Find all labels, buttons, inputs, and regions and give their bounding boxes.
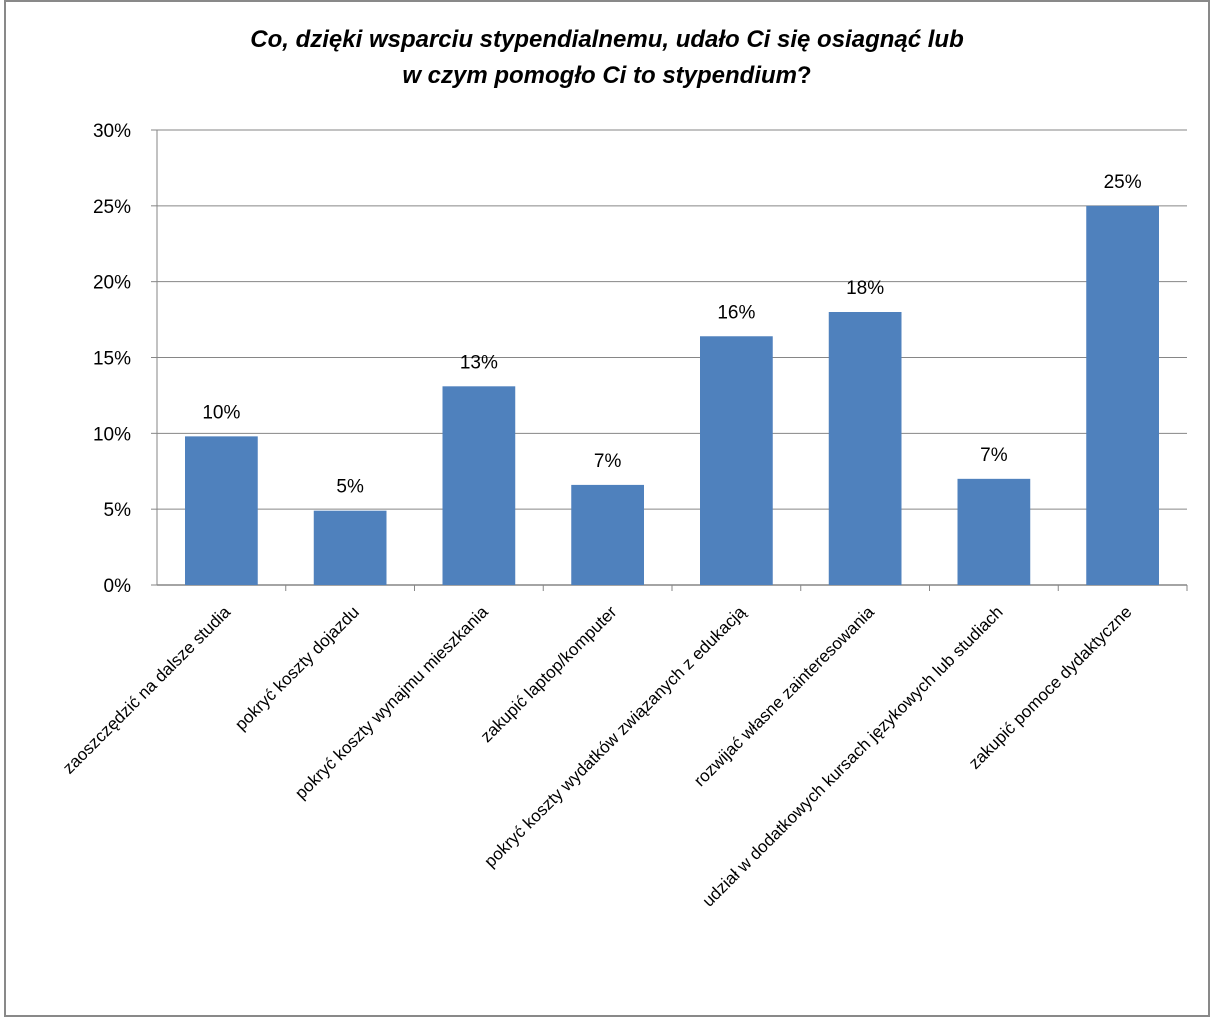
bar	[442, 386, 516, 585]
y-tick-label: 25%	[93, 197, 131, 218]
chart-title-line2: w czym pomogło Ci to stypendium?	[0, 58, 1214, 94]
x-tick-label: pokryć koszty wydatków związanych z eduk…	[481, 602, 750, 871]
y-axis-ticks: 0% 5% 10% 15% 20% 25% 30%	[93, 121, 131, 597]
chart-title: Co, dzięki wsparciu stypendialnemu, udał…	[0, 22, 1214, 94]
x-tick-label: zakupić laptop/komputer	[477, 602, 621, 746]
gridlines	[151, 129, 1188, 591]
bar	[571, 484, 644, 585]
data-label: 7%	[980, 445, 1008, 466]
data-label: 18%	[846, 278, 884, 299]
data-label: 7%	[594, 451, 622, 472]
bar	[957, 478, 1031, 585]
bar	[1086, 205, 1159, 586]
bar	[185, 436, 258, 585]
chart-title-line2-italic: w czym pomogło Ci to stypendium	[402, 62, 797, 89]
data-label: 5%	[336, 477, 364, 498]
data-label: 10%	[202, 402, 240, 423]
y-tick-label: 15%	[93, 349, 131, 370]
x-tick-label: udział w dodatkowych kursach językowych …	[699, 602, 1007, 910]
y-tick-label: 5%	[104, 500, 132, 521]
bar	[828, 312, 902, 585]
bar	[313, 510, 387, 585]
x-tick-label: zaoszczędzić na dalsze studia	[59, 602, 235, 778]
data-label: 16%	[717, 302, 755, 323]
data-label: 13%	[460, 352, 498, 373]
bar	[700, 336, 773, 585]
x-tick-label: pokryć koszty dojazdu	[231, 602, 363, 734]
y-tick-label: 10%	[93, 424, 131, 445]
bars	[185, 205, 1159, 586]
chart-title-line2-end: ?	[797, 62, 812, 89]
y-tick-label: 30%	[93, 121, 131, 142]
chart-title-line1: Co, dzięki wsparciu stypendialnemu, udał…	[250, 26, 964, 53]
y-tick-label: 0%	[104, 576, 132, 597]
data-labels: 10% 5% 13% 7% 16% 18% 7% 25%	[202, 172, 1141, 498]
data-label: 25%	[1104, 172, 1142, 193]
y-tick-label: 20%	[93, 273, 131, 294]
